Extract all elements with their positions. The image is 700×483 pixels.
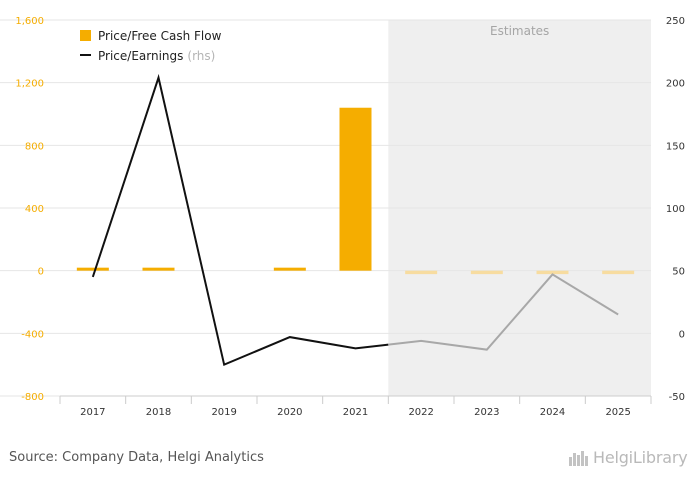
right-tick-label: 100 xyxy=(666,204,685,215)
right-tick-label: 50 xyxy=(672,267,685,278)
source-note: Source: Company Data, Helgi Analytics xyxy=(9,450,264,465)
right-tick-label: 150 xyxy=(666,141,685,152)
x-tick-label: 2020 xyxy=(277,407,302,418)
line-actual xyxy=(91,73,389,367)
bar xyxy=(470,270,503,275)
right-axis: -50 0 50 100 150 200 250 xyxy=(666,16,685,403)
bar xyxy=(76,267,109,271)
x-axis: 2017 2018 2019 2020 2021 2022 2023 2024 2025 xyxy=(59,395,652,418)
x-tick-label: 2019 xyxy=(211,407,236,418)
left-tick-label: 1,200 xyxy=(15,79,44,90)
bar xyxy=(339,107,372,271)
x-tick-label: 2021 xyxy=(343,407,368,418)
left-axis: -800 -400 0 400 800 1,200 1,600 xyxy=(15,16,44,403)
x-tick-label: 2017 xyxy=(80,407,105,418)
bar xyxy=(405,270,438,275)
left-tick-label: 800 xyxy=(25,141,44,152)
left-tick-label: 1,600 xyxy=(15,16,44,27)
bar xyxy=(142,267,175,271)
bar xyxy=(273,267,306,271)
x-tick-label: 2018 xyxy=(146,407,171,418)
legend-line-suffix: (rhs) xyxy=(187,49,215,63)
bar xyxy=(602,270,635,275)
legend-swatch-bar xyxy=(80,30,91,41)
line-series xyxy=(91,73,619,367)
brand-name: HelgiLibrary xyxy=(593,448,688,467)
left-tick-label: 400 xyxy=(25,204,44,215)
x-tick-label: 2025 xyxy=(605,407,630,418)
bar-series xyxy=(76,107,635,275)
legend-label-bar: Price/Free Cash Flow xyxy=(98,29,222,43)
x-tick-label: 2022 xyxy=(408,407,433,418)
brand-logo: HelgiLibrary xyxy=(568,448,688,467)
legend-line-name: Price/Earnings xyxy=(98,49,183,63)
legend: Price/Free Cash Flow Price/Earnings (rhs) xyxy=(80,29,222,63)
left-tick-label: -800 xyxy=(21,392,44,403)
line-estimate xyxy=(388,273,619,351)
library-icon xyxy=(569,451,588,466)
right-tick-label: -50 xyxy=(669,392,685,403)
x-tick-label: 2024 xyxy=(540,407,565,418)
x-tick-label: 2023 xyxy=(474,407,499,418)
bar xyxy=(536,270,569,275)
estimates-label: Estimates xyxy=(490,24,549,38)
chart: Estimates -800 -400 0 400 800 1,200 1,600 -50 0… xyxy=(0,16,685,418)
right-tick-label: 200 xyxy=(666,79,685,90)
right-tick-label: 250 xyxy=(666,16,685,27)
right-tick-label: 0 xyxy=(679,329,685,340)
left-tick-label: -400 xyxy=(21,329,44,340)
left-tick-label: 0 xyxy=(38,267,44,278)
legend-label-line: Price/Earnings (rhs) xyxy=(98,49,215,63)
